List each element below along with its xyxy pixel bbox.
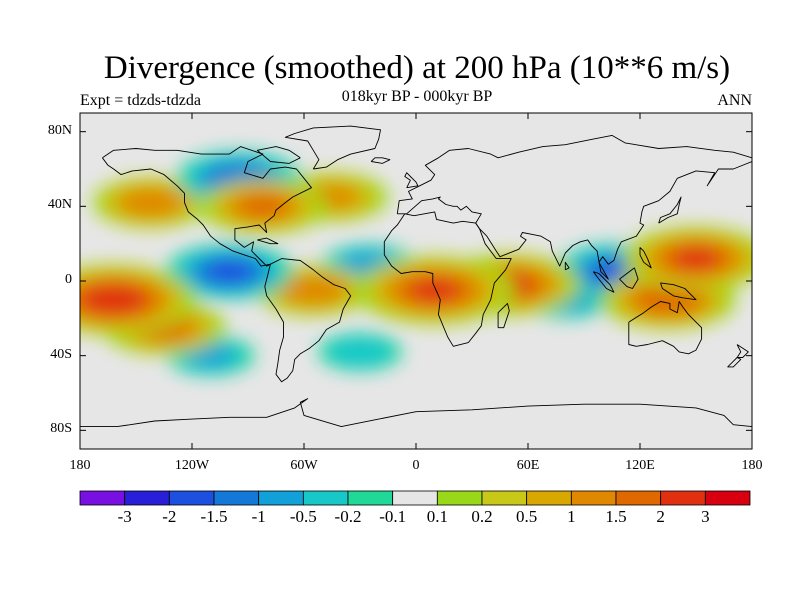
colorbar-swatch [347,490,394,506]
colorbar-label: 2 [656,507,665,526]
lat-label: 80S [50,421,72,437]
coastline-baffin [256,146,301,164]
field-contour-africa-west-max [410,278,460,303]
colorbar-swatch [168,490,215,506]
colorbar-swatch [302,490,349,506]
coastline-japan [658,196,682,224]
colorbar-label: 0.1 [426,507,448,526]
coastline-new-guinea [660,282,697,301]
colorbar-swatch [258,490,304,506]
colorbar-label: -0.5 [289,507,317,526]
colorbar-swatch [213,490,260,506]
colorbar-swatch [660,490,706,506]
coastline-greenland [284,125,381,170]
colorbar-label: 3 [701,507,710,526]
lon-label: 120E [625,458,655,473]
coastline-britain [404,172,419,189]
colorbar-label: 0.5 [516,507,538,526]
field-contour-central-pacific-south-max [90,288,137,311]
divergence-field [80,151,752,376]
colorbar-swatch [124,490,170,506]
plot-subtitle: 018kyr BP - 000kyr BP [341,88,493,105]
experiment-label: Expt = tdzds-tdzda [80,92,201,109]
lon-label: 60W [290,458,318,473]
lon-label: 60E [516,458,540,473]
colorbar-swatch [79,490,126,506]
colorbar-swatch [570,490,617,506]
lon-label: 0 [412,458,420,473]
colorbar-label: -3 [117,507,132,526]
field-contour-south-pacific-min [187,344,235,368]
coastline-antarctica [80,398,752,428]
colorbar-label: -1 [251,507,266,526]
field-contour-west-pacific-north-max [672,247,720,270]
coastline-sumatra [592,271,615,293]
colorbar-swatch [436,490,483,506]
colorbar-swatch [615,490,662,506]
lat-label: 40S [50,346,72,362]
season-label: ANN [717,92,752,109]
coastline-new-zealand-south [727,357,742,368]
colorbar-swatch [481,490,528,506]
field-contour-north-america-east-max [239,195,287,218]
colorbar-label: 1 [567,507,576,526]
coastline-iceland [370,157,391,164]
colorbar-label: 0.2 [471,507,493,526]
coastline-africa [383,211,512,347]
coastline-australia [628,301,703,355]
coastline-borneo [619,267,639,289]
coastline-cuba [257,237,279,245]
plot-title: Divergence (smoothed) at 200 hPa (10**6 … [103,50,731,86]
colorbar-swatch [526,490,572,506]
colorbar-swatch [392,490,438,506]
field-contour-south-america-max [291,279,335,301]
colorbar-label: -0.1 [379,507,407,526]
colorbar-label: -2 [162,507,177,526]
colorbar-label: -1.5 [200,507,228,526]
coastline-madagascar [497,302,510,329]
lon-label: 180 [69,458,91,473]
coastline-sri-lanka [564,261,570,271]
lat-label: 40N [47,197,72,213]
colorbar-label: 1.5 [605,507,627,526]
field-contour-southern-ocean-min [337,340,383,363]
lon-label: 180 [741,458,763,473]
coastline-south-america [264,258,352,383]
colorbar-swatch [704,490,751,506]
field-contour-north-pacific-max [129,192,173,214]
colorbar-label: -0.2 [334,507,362,526]
coastline-new-zealand [736,344,749,358]
lat-label: 0 [65,272,72,287]
coastline-philippines [639,247,652,269]
field-contour-east-pacific-min [206,260,253,283]
lat-label: 80N [47,122,72,138]
lon-label: 120W [174,458,210,473]
coastline-north-america [102,146,312,267]
